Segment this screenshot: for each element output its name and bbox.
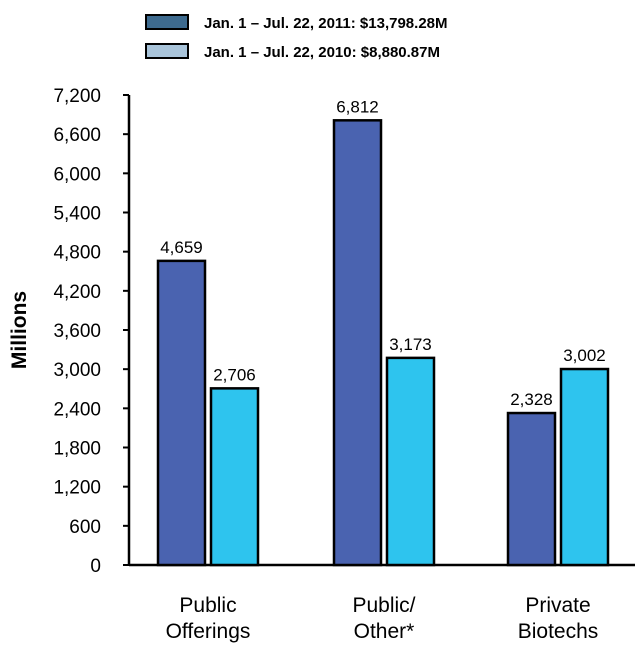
legend: Jan. 1 – Jul. 22, 2011: $13,798.28M Jan. … [145, 14, 448, 61]
y-tick-label: 4,800 [53, 243, 101, 264]
bar-2010 [385, 356, 436, 567]
x-category-label-line: Private [525, 594, 590, 617]
y-tick-label: 2,400 [53, 399, 101, 420]
y-tick-label: 7,200 [53, 86, 101, 107]
data-label: 3,173 [389, 335, 432, 354]
legend-label: Jan. 1 – Jul. 22, 2010: $8,880.87M [204, 44, 440, 61]
x-category-label: Private Biotechs [518, 594, 599, 643]
bars [156, 119, 610, 567]
y-tick-label: 600 [69, 517, 101, 538]
data-labels: 4,659 6,812 2,328 2,706 3,173 3,002 [160, 97, 606, 409]
y-tick-label: 0 [90, 556, 101, 577]
x-axis: Public Offerings Public/Other* Private Biote… [166, 594, 599, 643]
y-tick-label: 3,600 [53, 321, 101, 342]
y-tick-label: 5,400 [53, 204, 101, 225]
legend-label: Jan. 1 – Jul. 22, 2011: $13,798.28M [204, 15, 448, 32]
y-tick-label: 3,000 [53, 360, 101, 381]
data-label: 2,328 [510, 390, 553, 409]
bar-2011 [156, 259, 207, 567]
bar-2010 [559, 367, 610, 567]
x-category-label-line: Public [179, 594, 236, 617]
y-tick-label: 1,200 [53, 478, 101, 499]
y-axis-title: Millions [8, 291, 31, 369]
bar-2011 [332, 119, 383, 567]
legend-swatch [145, 43, 189, 59]
x-category-label-line: Other* [354, 620, 415, 643]
x-category-label-line: Public/ [352, 594, 415, 617]
y-axis: 0 600 1,200 1,800 2,400 3,000 3,600 4,200 4,800 5… [53, 86, 635, 577]
data-label: 3,002 [563, 346, 606, 365]
y-tick-label: 4,200 [53, 282, 101, 303]
bar-2010 [209, 387, 260, 567]
x-category-label-line: Offerings [166, 620, 251, 643]
data-label: 4,659 [160, 238, 203, 257]
legend-swatch [145, 14, 189, 30]
data-label: 6,812 [336, 97, 379, 116]
x-category-label: Public/Other* [352, 594, 415, 643]
x-category-label: Public Offerings [166, 594, 251, 643]
x-category-label-line: Biotechs [518, 620, 599, 643]
y-tick-label: 6,000 [53, 164, 101, 185]
data-label: 2,706 [213, 365, 256, 384]
bar-2011 [506, 411, 557, 567]
y-tick-label: 6,600 [53, 125, 101, 146]
y-tick-label: 1,800 [53, 439, 101, 460]
